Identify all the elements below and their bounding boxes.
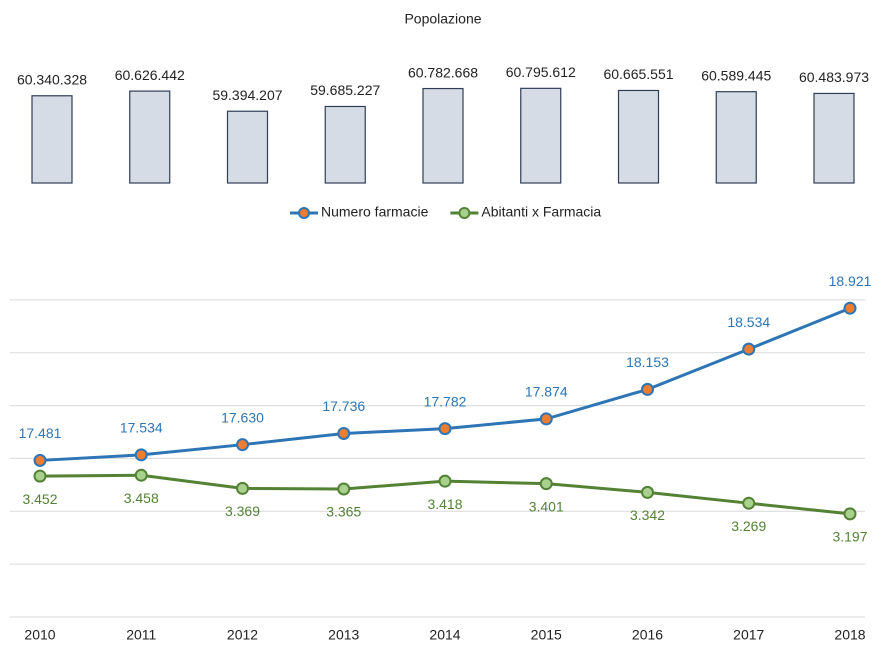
bar bbox=[617, 89, 660, 184]
data-label: 17.736 bbox=[322, 398, 365, 414]
data-label: 60.626.442 bbox=[115, 67, 185, 83]
data-label: 3.269 bbox=[731, 518, 766, 534]
marker bbox=[337, 426, 351, 440]
marker bbox=[742, 342, 756, 356]
marker bbox=[33, 469, 47, 483]
bar bbox=[31, 95, 73, 184]
legend-label: Numero farmacie bbox=[321, 204, 429, 220]
data-label: 3.365 bbox=[326, 504, 361, 520]
data-label: 60.589.445 bbox=[701, 67, 771, 83]
x-tick-label: 2017 bbox=[733, 627, 764, 643]
data-label: 60.340.328 bbox=[17, 71, 87, 87]
data-label: 18.153 bbox=[626, 354, 669, 370]
data-label: 59.685.227 bbox=[310, 82, 380, 98]
x-tick-label: 2014 bbox=[429, 627, 460, 643]
data-label: 3.418 bbox=[427, 496, 462, 512]
data-label: 3.342 bbox=[630, 507, 665, 523]
data-label: 18.534 bbox=[727, 314, 770, 330]
bar bbox=[422, 87, 464, 184]
data-label: 60.795.612 bbox=[506, 64, 576, 80]
legend-marker bbox=[458, 207, 471, 219]
marker bbox=[539, 477, 553, 491]
data-label: 17.874 bbox=[525, 384, 568, 400]
x-tick-label: 2015 bbox=[531, 627, 562, 643]
bar bbox=[324, 105, 366, 184]
bar bbox=[520, 87, 562, 184]
marker bbox=[843, 301, 857, 315]
x-tick-label: 2011 bbox=[126, 627, 156, 643]
data-label: 3.452 bbox=[22, 491, 57, 507]
x-tick-label: 2018 bbox=[834, 627, 865, 643]
data-label: 18.921 bbox=[829, 273, 872, 289]
bar bbox=[715, 91, 757, 184]
marker bbox=[33, 453, 47, 467]
marker bbox=[641, 485, 654, 499]
marker bbox=[134, 468, 148, 482]
legend-label: Abitanti x Farmacia bbox=[481, 204, 601, 220]
bar bbox=[129, 90, 171, 184]
marker bbox=[337, 482, 351, 496]
marker bbox=[742, 496, 756, 510]
marker bbox=[843, 507, 857, 521]
data-label: 3.197 bbox=[832, 529, 867, 545]
bar bbox=[226, 110, 269, 184]
marker bbox=[236, 481, 249, 495]
marker bbox=[438, 474, 452, 488]
data-label: 60.483.973 bbox=[799, 69, 869, 85]
x-tick-label: 2016 bbox=[632, 627, 663, 643]
marker bbox=[438, 422, 452, 436]
data-label: 17.782 bbox=[424, 393, 467, 409]
data-label: 17.481 bbox=[19, 425, 62, 441]
data-label: 17.534 bbox=[120, 420, 163, 436]
legend-item: Numero farmacie bbox=[290, 204, 429, 220]
data-label: 3.369 bbox=[225, 503, 260, 519]
data-label: 3.458 bbox=[124, 490, 159, 506]
x-tick-label: 2010 bbox=[24, 627, 55, 643]
marker bbox=[539, 412, 553, 426]
line bbox=[39, 306, 851, 462]
chart-title: Popolazione bbox=[404, 11, 481, 27]
data-label: 60.665.551 bbox=[603, 66, 673, 82]
data-label: 59.394.207 bbox=[212, 87, 282, 103]
bar bbox=[813, 92, 855, 184]
marker bbox=[236, 438, 249, 452]
x-tick-label: 2012 bbox=[227, 627, 258, 643]
legend-marker bbox=[298, 207, 310, 219]
marker bbox=[134, 448, 148, 462]
legend-item: Abitanti x Farmacia bbox=[450, 204, 601, 220]
data-label: 17.630 bbox=[221, 409, 264, 425]
data-label: 3.401 bbox=[529, 498, 564, 514]
x-tick-label: 2013 bbox=[328, 627, 359, 643]
data-label: 60.782.668 bbox=[408, 64, 478, 80]
marker bbox=[641, 382, 654, 396]
